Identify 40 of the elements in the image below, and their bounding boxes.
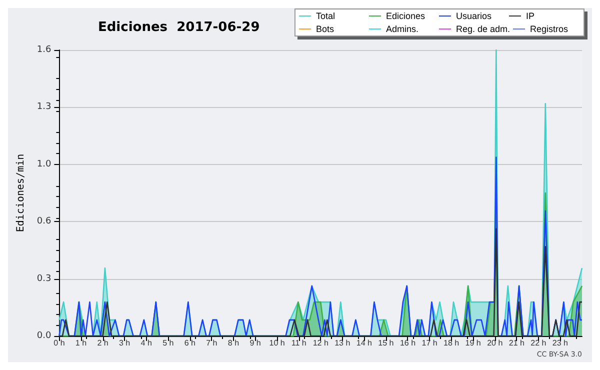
legend-label: IP bbox=[526, 11, 534, 21]
x-tick-label: 3 h bbox=[119, 338, 130, 348]
x-tick-label: 20 h bbox=[487, 338, 503, 348]
x-tick-label: 10 h bbox=[269, 338, 285, 348]
y-tick-label: 0.0 bbox=[36, 331, 52, 341]
y-tick-label: 1.0 bbox=[36, 159, 52, 170]
y-tick-label: 1.3 bbox=[36, 102, 52, 112]
x-tick-label: 2 h bbox=[97, 338, 108, 348]
x-tick-label: 21 h bbox=[508, 338, 524, 348]
legend-label: Admins. bbox=[386, 24, 418, 34]
chart-title: Ediciones 2017-06-29 bbox=[98, 20, 260, 35]
x-tick-label: 17 h bbox=[422, 338, 438, 348]
x-tick-label: 18 h bbox=[444, 338, 460, 348]
y-axis-title: Ediciones/min bbox=[16, 154, 26, 232]
x-tick-label: 4 h bbox=[140, 338, 152, 348]
x-tick-label: 1 h bbox=[75, 338, 87, 348]
legend-label: Ediciones bbox=[386, 11, 426, 21]
y-tick-label: 0.6 bbox=[36, 216, 52, 227]
x-tick-label: 16 h bbox=[400, 338, 416, 348]
x-tick-label: 13 h bbox=[334, 338, 350, 348]
x-tick-label: 6 h bbox=[184, 338, 196, 348]
x-tick-label: 5 h bbox=[162, 338, 174, 348]
legend-label: Total bbox=[316, 11, 335, 21]
x-tick-label: 7 h bbox=[206, 338, 218, 348]
x-tick-label: 12 h bbox=[312, 338, 328, 348]
x-tick-label: 11 h bbox=[291, 338, 306, 348]
x-tick-label: 8 h bbox=[228, 338, 240, 348]
y-tick-label: 1.6 bbox=[36, 45, 52, 55]
legend-label: Reg. de adm. bbox=[456, 24, 510, 34]
x-tick-label: 23 h bbox=[552, 338, 568, 348]
y-tick-label: 0.3 bbox=[36, 274, 52, 284]
x-tick-label: 22 h bbox=[530, 338, 546, 348]
x-tick-label: 0 h bbox=[54, 338, 65, 348]
x-tick-label: 9 h bbox=[250, 338, 261, 348]
x-tick-label: 14 h bbox=[356, 338, 372, 348]
x-tick-label: 15 h bbox=[378, 338, 394, 348]
legend-label: Bots bbox=[316, 24, 334, 34]
legend-label: Usuarios bbox=[456, 11, 492, 21]
legend-label: Registros bbox=[530, 24, 569, 34]
x-tick-label: 19 h bbox=[465, 338, 481, 348]
